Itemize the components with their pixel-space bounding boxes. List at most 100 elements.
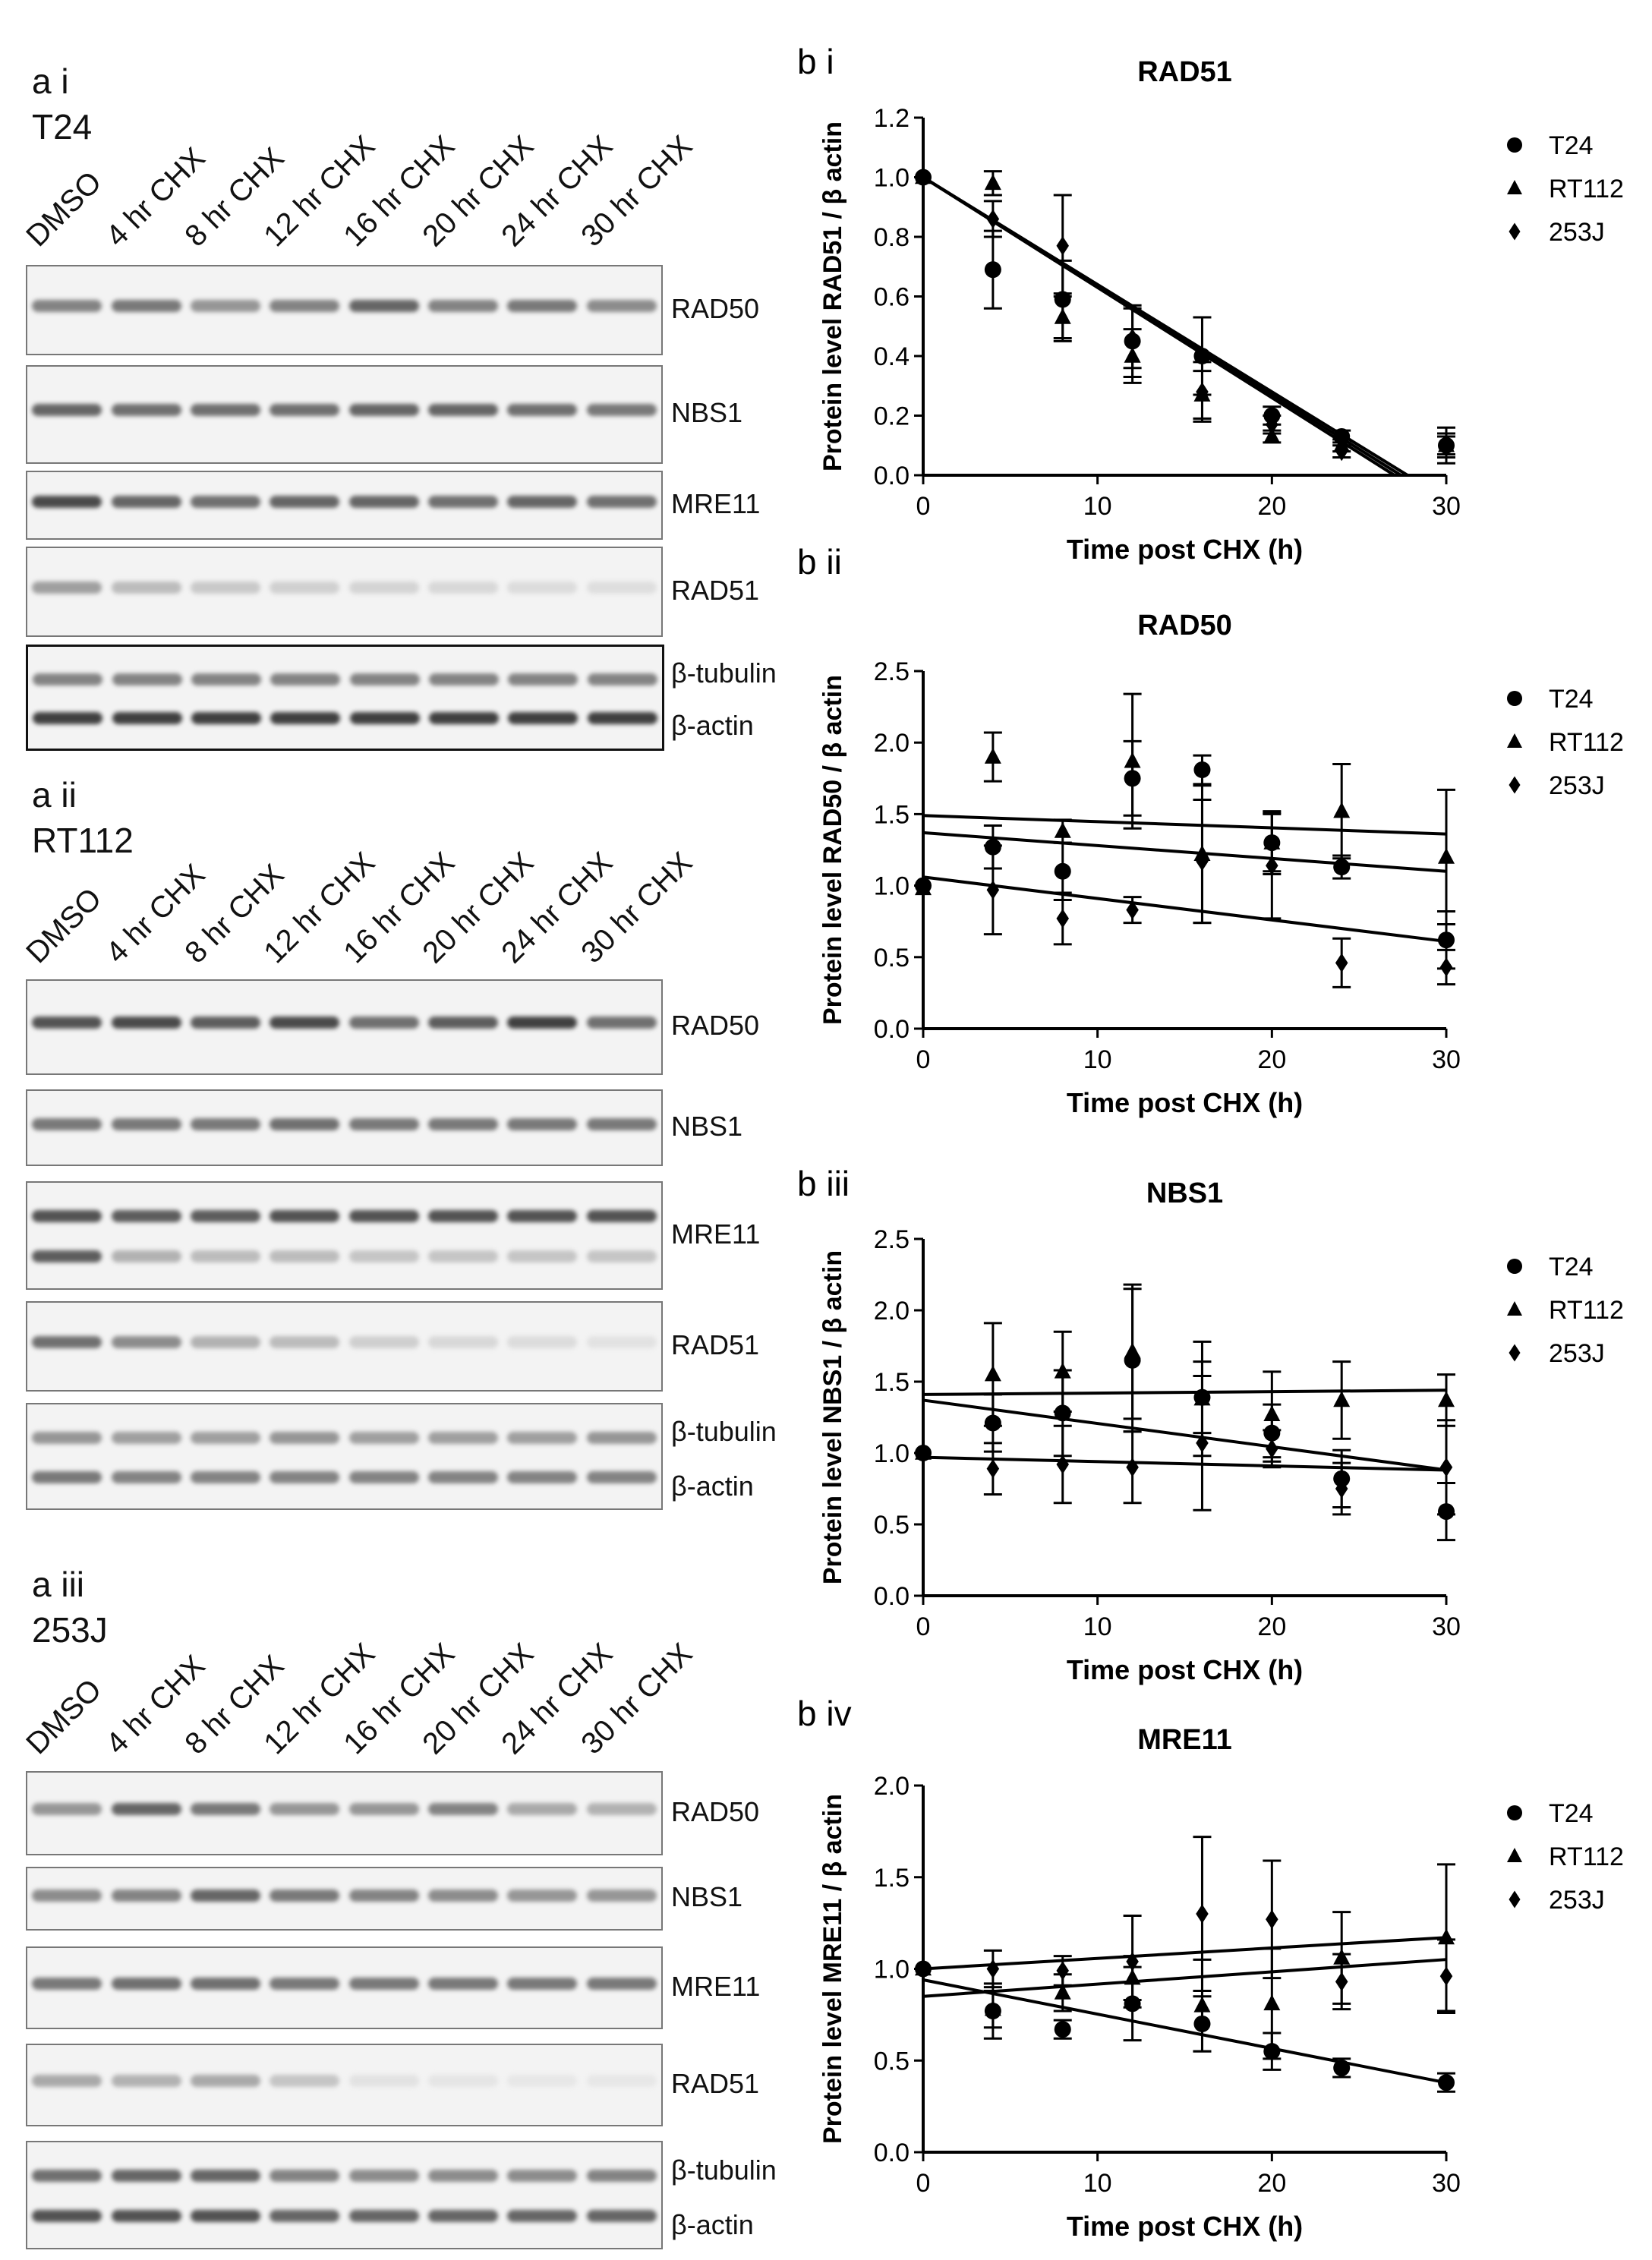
legend-marker-rt112 <box>1507 733 1522 748</box>
protein-band <box>190 1210 260 1223</box>
protein-band <box>586 1250 657 1263</box>
y-tick-label: 1.5 <box>874 1368 910 1397</box>
cell-line-label: 253J <box>32 1610 108 1650</box>
protein-band <box>348 1803 419 1816</box>
protein-band <box>32 403 102 416</box>
protein-band <box>428 2170 499 2183</box>
fit-line-253j <box>922 175 1409 477</box>
protein-band <box>348 496 419 509</box>
protein-band <box>586 2075 657 2088</box>
protein-band <box>111 403 181 416</box>
protein-band <box>32 1335 102 1348</box>
protein-band <box>190 299 260 312</box>
y-tick-label: 1.2 <box>874 104 910 133</box>
protein-band <box>190 1335 260 1348</box>
data-point-rt112 <box>1054 1362 1071 1379</box>
y-axis-label: Protein level RAD51 / β actin <box>818 121 847 471</box>
blot-label: RAD51 <box>671 2067 760 2099</box>
x-tick-label: 0 <box>916 1612 931 1641</box>
blot-label: β-actin <box>671 2209 754 2241</box>
legend-label: RT112 <box>1549 728 1624 757</box>
y-axis-label: Protein level RAD50 / β actin <box>818 675 847 1025</box>
data-point-253j <box>986 1959 1000 1979</box>
data-point-t24 <box>1054 862 1071 880</box>
fit-line-t24 <box>922 1978 1447 2085</box>
protein-band <box>586 581 657 594</box>
data-point-253j <box>986 209 1000 229</box>
data-point-253j <box>1335 441 1348 462</box>
legend-marker-253j <box>1509 1344 1521 1362</box>
data-point-t24 <box>1054 1404 1071 1422</box>
legend-label: RT112 <box>1549 1296 1624 1325</box>
protein-band <box>191 711 261 724</box>
protein-band <box>586 1890 657 1902</box>
x-axis-label: Time post CHX (h) <box>1067 2211 1303 2242</box>
protein-band <box>348 1470 419 1483</box>
legend-marker-253j <box>1509 222 1521 241</box>
protein-band <box>111 1803 181 1816</box>
data-point-rt112 <box>1333 802 1351 818</box>
data-point-253j <box>1196 382 1209 402</box>
protein-band <box>32 1250 102 1263</box>
protein-band <box>586 1335 657 1348</box>
protein-band <box>32 1431 102 1444</box>
data-point-253j <box>1126 1952 1139 1972</box>
protein-band <box>586 1803 657 1816</box>
protein-band <box>348 1978 419 1991</box>
fit-line-rt112 <box>922 1936 1447 1971</box>
protein-band <box>348 1250 419 1263</box>
fit-line-rt112 <box>922 1388 1447 1396</box>
data-point-253j <box>1126 900 1139 920</box>
y-tick-label: 0.5 <box>874 2047 910 2076</box>
protein-band <box>190 1431 260 1444</box>
data-point-253j <box>916 875 930 896</box>
data-point-rt112 <box>1438 847 1455 864</box>
data-point-rt112 <box>1263 1994 1281 2011</box>
data-point-253j <box>1056 1961 1069 1981</box>
protein-band <box>428 2210 499 2223</box>
fit-line-253j <box>922 1455 1447 1472</box>
protein-band <box>428 1250 499 1263</box>
protein-band <box>111 496 181 509</box>
blot-label: NBS1 <box>671 397 743 428</box>
data-point-253j <box>1335 1479 1348 1499</box>
protein-band <box>33 711 103 724</box>
protein-band <box>507 2170 578 2183</box>
protein-band <box>32 1210 102 1223</box>
protein-band <box>428 2075 499 2088</box>
protein-band <box>111 1470 181 1483</box>
protein-band <box>428 1210 499 1223</box>
blot-tubulin <box>26 2141 663 2249</box>
data-point-253j <box>1439 1458 1453 1477</box>
blot-tubulin <box>26 645 664 751</box>
data-point-253j <box>1056 909 1069 928</box>
protein-band <box>428 1117 499 1130</box>
protein-band <box>270 299 340 312</box>
protein-band <box>270 1335 340 1348</box>
blot-label: RAD51 <box>671 1329 760 1360</box>
protein-band <box>507 581 578 594</box>
protein-band <box>190 1117 260 1130</box>
protein-band <box>32 2075 102 2088</box>
protein-band <box>507 1016 578 1029</box>
blot-label: β-tubulin <box>671 657 777 689</box>
data-point-253j <box>1439 957 1453 977</box>
protein-band <box>270 1016 340 1029</box>
protein-band <box>270 1470 340 1483</box>
y-tick-label: 0.8 <box>874 223 910 252</box>
protein-band <box>586 1431 657 1444</box>
protein-band <box>507 1803 578 1816</box>
protein-band <box>111 2075 181 2088</box>
protein-band <box>348 1890 419 1902</box>
protein-band <box>586 2210 657 2223</box>
data-point-rt112 <box>1263 1405 1281 1422</box>
x-tick-label: 30 <box>1432 1045 1461 1074</box>
protein-band <box>586 2170 657 2183</box>
blot-mre11 <box>26 1181 663 1290</box>
panel-label: a i <box>32 61 69 101</box>
protein-band <box>586 299 657 312</box>
legend-label: RT112 <box>1549 1842 1624 1871</box>
protein-band <box>507 2210 578 2223</box>
protein-band <box>191 673 261 686</box>
y-tick-label: 1.5 <box>874 800 910 829</box>
